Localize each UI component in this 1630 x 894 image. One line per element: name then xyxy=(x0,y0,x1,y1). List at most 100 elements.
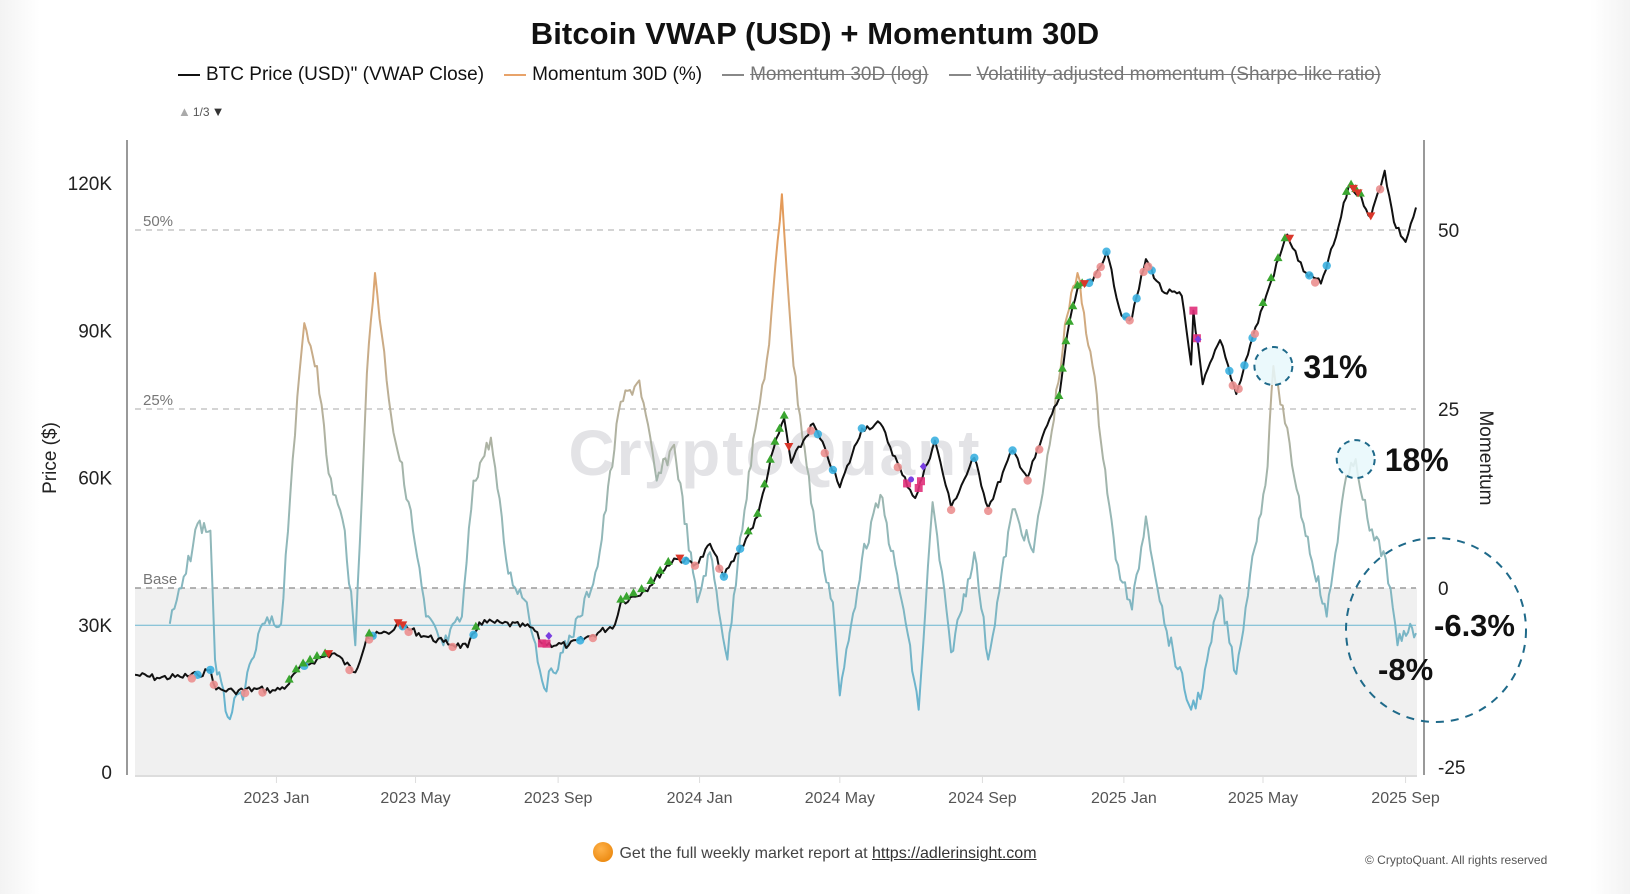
marker-buy-triangle xyxy=(622,591,632,600)
x-tick-label: 2024 Jan xyxy=(667,790,733,807)
marker-sell-triangle xyxy=(1079,280,1089,289)
marker-blue-dot xyxy=(575,636,585,645)
marker-pink-dot xyxy=(1023,476,1032,485)
marker-buy-triangle xyxy=(770,436,780,445)
annotation-label-18: 18% xyxy=(1385,442,1449,478)
footer-text: Get the full weekly market report at xyxy=(619,845,872,862)
annotation-circle-31 xyxy=(1253,346,1294,387)
marker-buy-triangle xyxy=(1341,186,1351,195)
marker-magenta-square xyxy=(916,477,925,486)
marker-pink-dot xyxy=(715,564,724,573)
marker-buy-triangle xyxy=(628,588,638,597)
pager-down-icon[interactable]: ▼ xyxy=(211,104,225,119)
marker-sell-triangle xyxy=(1353,189,1363,198)
marker-magenta-square xyxy=(542,639,551,648)
marker-magenta-square xyxy=(914,483,923,492)
legend-item-btc-price[interactable]: BTC Price (USD)" (VWAP Close) xyxy=(178,64,484,86)
marker-blue-dot xyxy=(1102,247,1111,256)
marker-purple-diamond xyxy=(919,462,927,471)
marker-pink-dot xyxy=(690,561,700,570)
legend-label: Momentum 30D (%) xyxy=(532,64,703,85)
marker-buy-triangle xyxy=(779,410,789,419)
legend-label: Volatility-adjusted momentum (Sharpe-lik… xyxy=(976,64,1381,85)
marker-pink-dot xyxy=(345,665,354,675)
marker-buy-triangle xyxy=(1273,253,1283,262)
marker-magenta-square xyxy=(537,639,546,648)
copyright: © CryptoQuant. All rights reserved xyxy=(1365,853,1548,867)
annotation-label-31: 31% xyxy=(1303,349,1367,385)
marker-pink-dot xyxy=(448,642,457,652)
marker-purple-diamond xyxy=(908,476,915,483)
marker-pink-dot xyxy=(588,633,598,643)
y-tick-label: 90K xyxy=(78,321,112,342)
marker-buy-triangle xyxy=(655,565,665,574)
marker-buy-triangle xyxy=(759,479,769,488)
left-axis-ticks: 0 30K 60K 90K 120K xyxy=(68,174,113,784)
marker-blue-dot xyxy=(1008,446,1017,455)
annotation-label-current: -6.3% xyxy=(1434,608,1515,643)
marker-buy-triangle xyxy=(364,628,374,637)
marker-buy-triangle xyxy=(1057,363,1067,372)
marker-buy-triangle xyxy=(1061,336,1071,345)
series-momentum-30d xyxy=(168,193,1417,721)
y2-tick-label: 25 xyxy=(1438,400,1459,421)
left-axis-title: Price ($) xyxy=(40,422,61,494)
footer-link[interactable]: https://adlerinsight.com xyxy=(872,845,1037,862)
legend-swatch-btc-price xyxy=(178,74,200,76)
marker-blue-dot xyxy=(1305,271,1314,280)
marker-pink-dot xyxy=(364,635,374,644)
marker-blue-dot xyxy=(719,572,729,581)
marker-buy-triangle xyxy=(775,423,785,432)
y-tick-label: 60K xyxy=(78,469,112,490)
right-axis-title: Momentum xyxy=(1475,410,1496,505)
marker-pink-dot xyxy=(946,505,956,515)
marker-buy-triangle xyxy=(1054,390,1064,399)
marker-blue-dot xyxy=(735,544,745,553)
legend-item-momentum-log[interactable]: Momentum 30D (log) xyxy=(722,64,929,86)
marker-buy-triangle xyxy=(637,584,647,593)
marker-blue-dot xyxy=(1225,366,1234,376)
marker-buy-triangle xyxy=(646,576,656,585)
marker-buy-triangle xyxy=(1068,301,1078,310)
marker-pink-dot xyxy=(240,688,250,698)
marker-sell-triangle xyxy=(675,554,685,563)
marker-purple-diamond xyxy=(1194,335,1202,344)
pager-text: 1/3 xyxy=(192,104,210,119)
marker-magenta-square xyxy=(1189,306,1198,315)
marker-pink-dot xyxy=(258,688,267,697)
pager-up-icon[interactable]: ▲ xyxy=(178,104,191,119)
x-tick-label: 2025 Sep xyxy=(1371,790,1440,807)
legend-label: Momentum 30D (log) xyxy=(750,64,929,85)
marker-buy-triangle xyxy=(1258,297,1268,306)
marker-buy-triangle xyxy=(743,526,753,535)
marker-sell-triangle xyxy=(324,650,334,659)
reference-label: 25% xyxy=(143,392,173,409)
x-tick-label: 2024 Sep xyxy=(948,790,1017,807)
marker-pink-dot xyxy=(187,674,197,683)
x-axis-ticks: 2023 Jan 2023 May 2023 Sep 2024 Jan 2024 May… xyxy=(244,776,1440,807)
annotations: 31% 18% -6.3%-8% xyxy=(1253,346,1527,723)
y-tick-label: 0 xyxy=(101,763,112,784)
legend-pager: ▲ 1/3 ▼ xyxy=(178,104,224,119)
marker-buy-triangle xyxy=(305,654,315,663)
legend-item-momentum-30d[interactable]: Momentum 30D (%) xyxy=(504,64,702,86)
legend-item-volatility-adjusted[interactable]: Volatility-adjusted momentum (Sharpe-lik… xyxy=(948,64,1381,86)
chart-legend: BTC Price (USD)" (VWAP Close) Momentum 3… xyxy=(178,64,1401,86)
marker-buy-triangle xyxy=(663,556,673,565)
marker-buy-triangle xyxy=(291,664,301,673)
marker-pink-dot xyxy=(820,448,829,458)
y2-tick-label: 50 xyxy=(1438,221,1459,242)
coin-icon xyxy=(593,842,614,862)
marker-sell-triangle xyxy=(393,619,403,628)
legend-swatch-momentum-30d xyxy=(504,74,527,76)
marker-buy-triangle xyxy=(284,674,294,683)
marker-pink-dot xyxy=(984,506,993,516)
marker-sell-triangle xyxy=(1348,184,1358,193)
marker-pink-dot xyxy=(1250,329,1260,338)
annotation-ellipse-current xyxy=(1345,537,1527,723)
marker-pink-dot xyxy=(893,462,903,472)
marker-pink-dot xyxy=(1035,445,1044,454)
marker-blue-dot xyxy=(970,453,979,463)
marker-buy-triangle xyxy=(312,651,322,660)
